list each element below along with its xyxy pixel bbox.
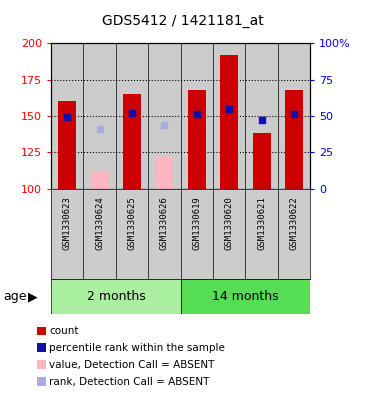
Text: GDS5412 / 1421181_at: GDS5412 / 1421181_at bbox=[101, 14, 264, 28]
Text: 2 months: 2 months bbox=[87, 290, 145, 303]
Bar bbox=[285, 90, 303, 189]
Bar bbox=[278, 43, 310, 189]
Text: age: age bbox=[4, 290, 27, 303]
Bar bbox=[188, 90, 206, 189]
Point bbox=[259, 117, 265, 123]
Point bbox=[226, 105, 232, 112]
Bar bbox=[91, 171, 109, 189]
Bar bbox=[253, 133, 270, 189]
Text: GSM1330625: GSM1330625 bbox=[128, 196, 137, 250]
Bar bbox=[51, 43, 84, 189]
Point bbox=[64, 114, 70, 121]
Point bbox=[129, 110, 135, 116]
Bar bbox=[245, 43, 278, 189]
Bar bbox=[84, 43, 116, 189]
Bar bbox=[220, 55, 238, 189]
Text: ▶: ▶ bbox=[28, 290, 37, 303]
Bar bbox=[116, 43, 148, 189]
Bar bbox=[155, 157, 173, 189]
Bar bbox=[213, 43, 245, 189]
Text: GSM1330624: GSM1330624 bbox=[95, 196, 104, 250]
Point bbox=[194, 111, 200, 118]
Bar bbox=[51, 279, 181, 314]
Bar bbox=[123, 94, 141, 189]
Text: GSM1330622: GSM1330622 bbox=[289, 196, 299, 250]
Text: GSM1330623: GSM1330623 bbox=[63, 196, 72, 250]
Point bbox=[162, 121, 168, 128]
Bar bbox=[181, 43, 213, 189]
Point bbox=[97, 126, 103, 132]
Text: value, Detection Call = ABSENT: value, Detection Call = ABSENT bbox=[49, 360, 215, 370]
Bar bbox=[58, 101, 76, 189]
Bar bbox=[148, 43, 181, 189]
Text: GSM1330626: GSM1330626 bbox=[160, 196, 169, 250]
Text: rank, Detection Call = ABSENT: rank, Detection Call = ABSENT bbox=[49, 376, 210, 387]
Bar bbox=[181, 279, 310, 314]
Text: GSM1330619: GSM1330619 bbox=[192, 196, 201, 250]
Point bbox=[291, 111, 297, 118]
Text: GSM1330620: GSM1330620 bbox=[225, 196, 234, 250]
Text: count: count bbox=[49, 326, 79, 336]
Text: percentile rank within the sample: percentile rank within the sample bbox=[49, 343, 225, 353]
Text: GSM1330621: GSM1330621 bbox=[257, 196, 266, 250]
Text: 14 months: 14 months bbox=[212, 290, 279, 303]
